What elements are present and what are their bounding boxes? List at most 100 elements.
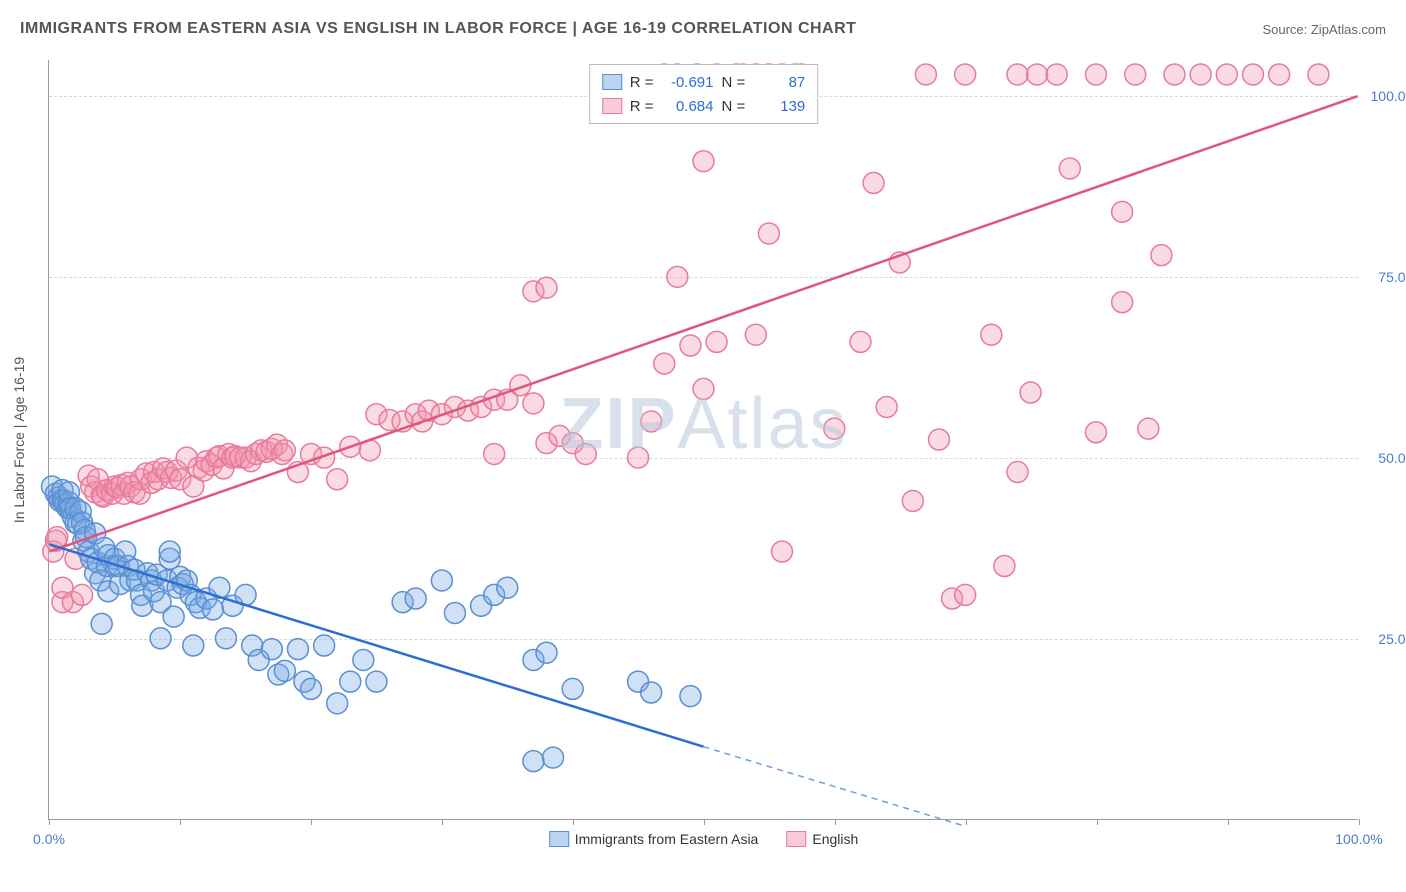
data-point [1007,462,1028,483]
data-point [1046,64,1067,85]
x-tick [1359,819,1360,825]
data-point [745,324,766,345]
data-point [876,396,897,417]
series-legend: Immigrants from Eastern Asia English [549,831,859,847]
data-point [1151,245,1172,266]
legend-blue-name: Immigrants from Eastern Asia [575,831,759,847]
legend-row-blue: R = -0.691 N = 87 [602,70,806,94]
data-point [824,418,845,439]
legend-pink-N: 139 [753,98,805,115]
data-point [772,541,793,562]
chart-title: IMMIGRANTS FROM EASTERN ASIA VS ENGLISH … [20,20,856,38]
correlation-legend: R = -0.691 N = 87 R = 0.684 N = 139 [589,64,819,124]
data-point [915,64,936,85]
plot-area: In Labor Force | Age 16-19 25.0%50.0%75.… [48,60,1358,820]
data-point [274,440,295,461]
data-point [654,353,675,374]
data-point [667,266,688,287]
data-point [863,172,884,193]
trend-line [49,544,703,746]
data-point [484,443,505,464]
data-point [327,693,348,714]
data-point [405,588,426,609]
x-tick-label: 0.0% [33,831,65,847]
data-point [1112,201,1133,222]
y-tick-label: 75.0% [1378,269,1406,285]
legend-row-pink: R = 0.684 N = 139 [602,94,806,118]
data-point [1216,64,1237,85]
legend-blue-R: -0.691 [662,74,714,91]
data-point [314,635,335,656]
data-point [202,599,223,620]
data-point [1190,64,1211,85]
data-point [1085,422,1106,443]
data-point [536,642,557,663]
data-point [274,660,295,681]
data-point [1112,292,1133,313]
data-point [1269,64,1290,85]
data-point [955,584,976,605]
data-point [1007,64,1028,85]
source-prefix-text: Source: [1262,22,1310,37]
data-point [1027,64,1048,85]
x-tick [180,819,181,825]
x-tick [49,819,50,825]
legend-R-label2: R = [630,98,654,115]
x-tick [1228,819,1229,825]
scatter-svg [49,60,1358,819]
x-tick [573,819,574,825]
legend-blue-N: 87 [753,74,805,91]
data-point [641,682,662,703]
data-point [444,602,465,623]
x-tick [311,819,312,825]
data-point [215,628,236,649]
legend-item-pink: English [786,831,858,847]
y-tick-label: 25.0% [1378,631,1406,647]
data-point [850,331,871,352]
data-point [562,678,583,699]
data-point [693,151,714,172]
data-point [575,443,596,464]
x-tick [1097,819,1098,825]
data-point [1020,382,1041,403]
data-point [693,378,714,399]
legend-swatch-blue [602,74,622,90]
data-point [536,277,557,298]
y-axis-label: In Labor Force | Age 16-19 [11,356,27,522]
data-point [523,751,544,772]
data-point [366,671,387,692]
data-point [1242,64,1263,85]
data-point [431,570,452,591]
data-point [327,469,348,490]
data-point [680,335,701,356]
source-attribution: Source: ZipAtlas.com [1262,22,1386,37]
data-point [261,639,282,660]
data-point [955,64,976,85]
data-point [706,331,727,352]
data-point [1059,158,1080,179]
data-point [994,556,1015,577]
y-tick-label: 50.0% [1378,450,1406,466]
data-point [353,649,374,670]
data-point [301,678,322,699]
data-point [91,613,112,634]
legend-bottom-swatch-blue [549,831,569,847]
data-point [1125,64,1146,85]
data-point [628,447,649,468]
data-point [1164,64,1185,85]
data-point [183,635,204,656]
legend-swatch-pink [602,98,622,114]
x-tick [704,819,705,825]
data-point [929,429,950,450]
data-point [497,577,518,598]
legend-item-blue: Immigrants from Eastern Asia [549,831,759,847]
x-tick-label: 100.0% [1335,831,1382,847]
legend-bottom-swatch-pink [786,831,806,847]
source-name: ZipAtlas.com [1311,22,1386,37]
data-point [981,324,1002,345]
data-point [543,747,564,768]
legend-pink-R: 0.684 [662,98,714,115]
data-point [287,639,308,660]
data-point [340,671,361,692]
legend-N-label: N = [722,74,746,91]
